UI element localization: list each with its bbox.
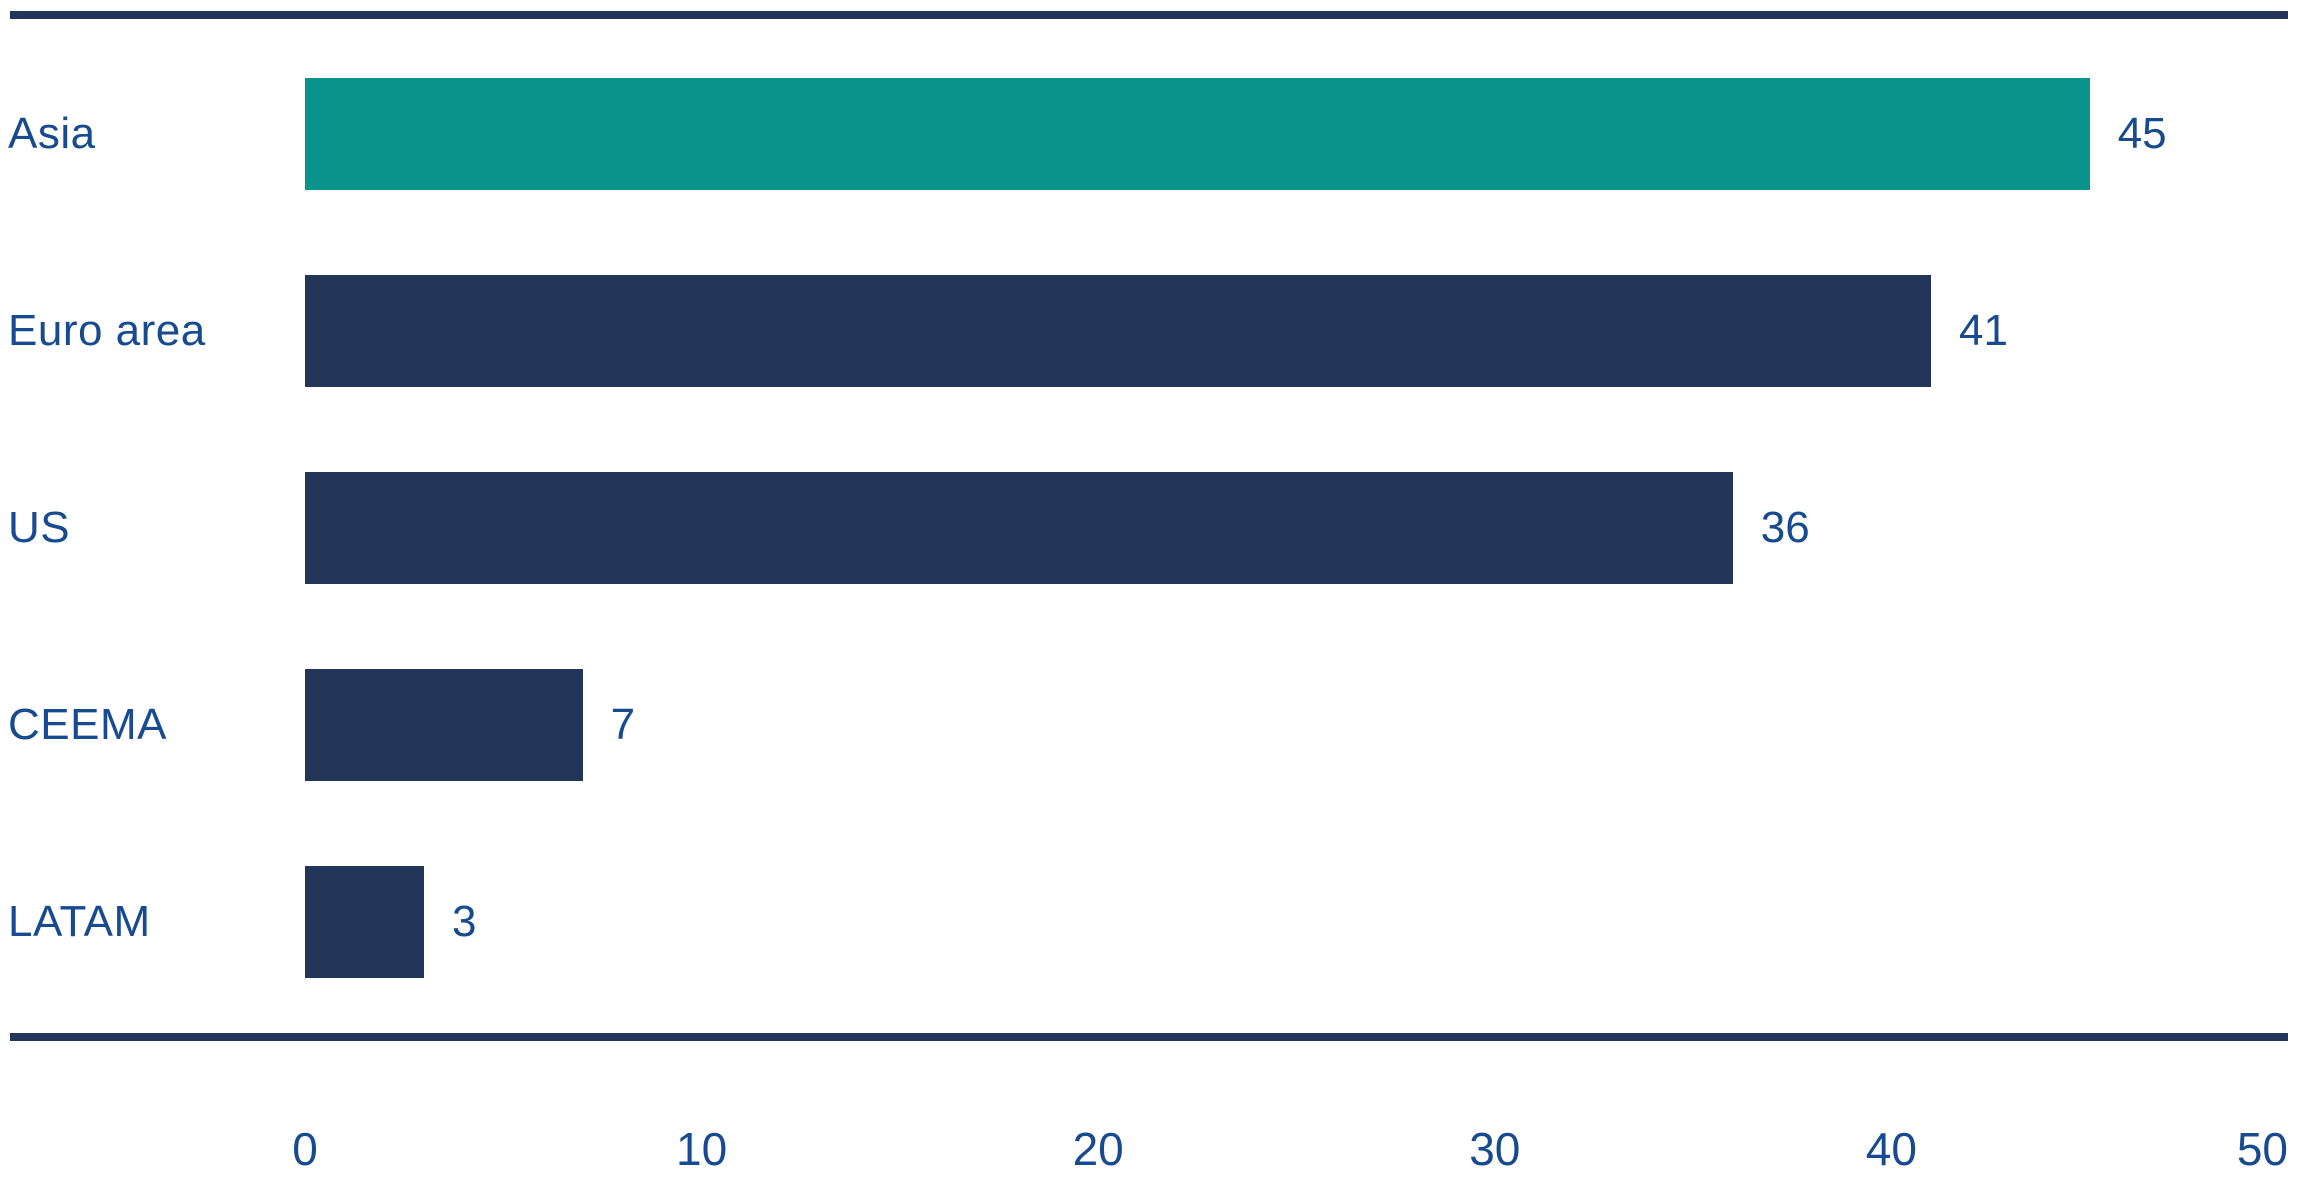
x-tick-label: 40: [1865, 1123, 1917, 1175]
bar: [305, 866, 424, 978]
value-label: 36: [1760, 503, 1810, 552]
bar: [305, 275, 1932, 387]
category-label: US: [8, 503, 71, 552]
x-axis-line: [10, 1033, 2288, 1041]
x-tick-label: 50: [2236, 1123, 2288, 1175]
bar: [305, 669, 583, 781]
value-label: 45: [2117, 109, 2167, 158]
category-label: Euro area: [8, 306, 206, 355]
value-label: 3: [451, 897, 477, 946]
top-border-rule: [10, 11, 2288, 19]
x-tick-label: 10: [676, 1123, 728, 1175]
x-tick-label: 30: [1469, 1123, 1521, 1175]
x-tick-label: 20: [1072, 1123, 1124, 1175]
bar: [305, 472, 1733, 584]
x-tick-label: 0: [292, 1123, 318, 1175]
value-label: 7: [610, 700, 636, 749]
category-label: CEEMA: [8, 700, 167, 749]
category-label: Asia: [8, 109, 96, 158]
value-label: 41: [1959, 306, 2008, 355]
bar: [305, 78, 2090, 190]
category-label: LATAM: [8, 897, 151, 946]
